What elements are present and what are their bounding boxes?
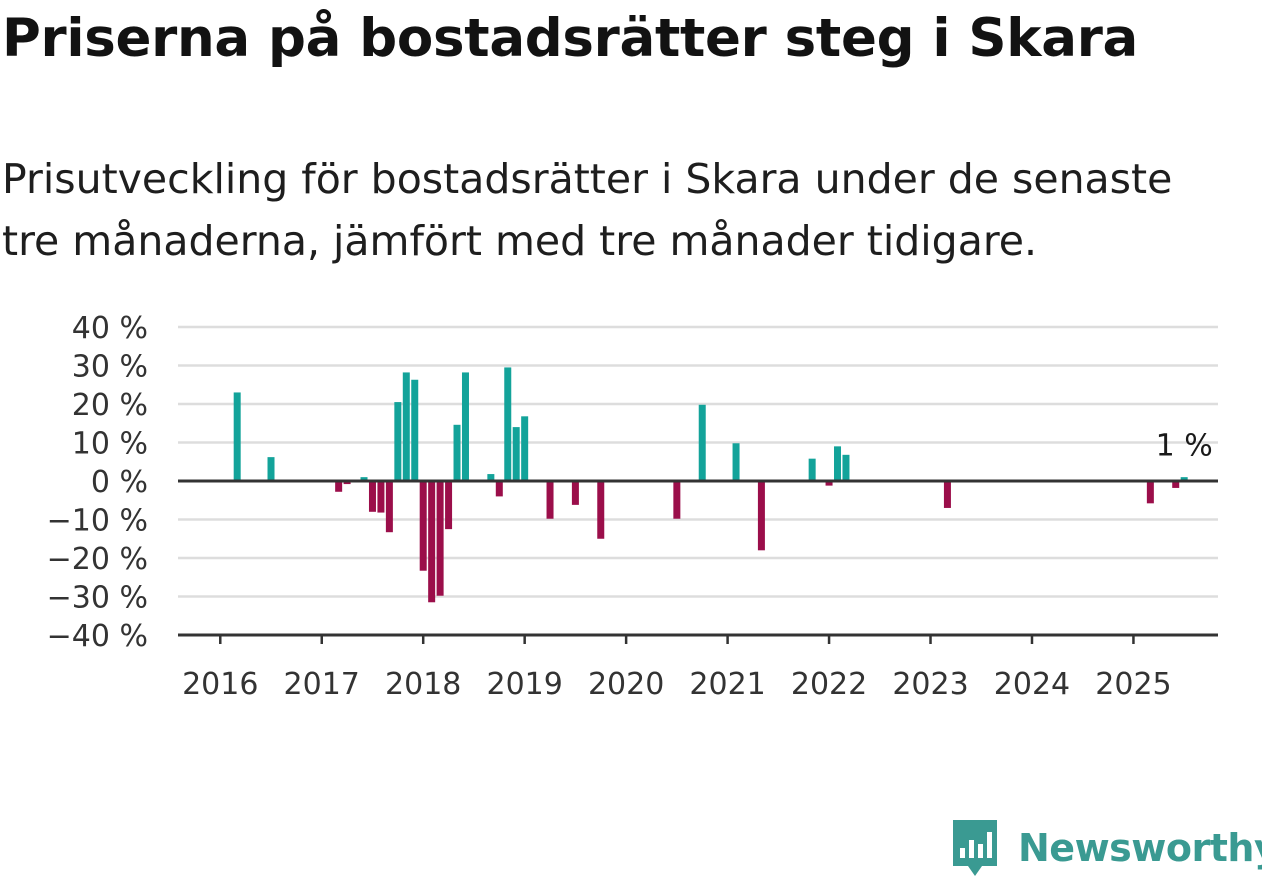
bar — [1172, 481, 1180, 488]
bar — [487, 474, 495, 481]
bar — [453, 424, 461, 481]
newsworthy-chart-icon — [953, 820, 997, 876]
bar — [377, 481, 385, 513]
y-tick-label: −20 % — [47, 542, 148, 577]
x-tick-label: 2021 — [689, 667, 765, 702]
y-tick-label: 20 % — [72, 388, 148, 423]
bar — [597, 481, 605, 539]
bar — [368, 481, 376, 512]
value-annotation: 1 % — [1156, 429, 1213, 464]
bar — [504, 367, 512, 481]
bar — [825, 481, 833, 486]
x-tick-label: 2020 — [588, 667, 664, 702]
newsworthy-logo: Newsworthy — [950, 818, 1262, 878]
x-tick-label: 2019 — [486, 667, 562, 702]
x-tick-label: 2025 — [1095, 667, 1171, 702]
bar — [343, 481, 351, 485]
bar — [757, 481, 765, 551]
y-tick-label: −10 % — [47, 504, 148, 539]
gridlines — [178, 325, 1218, 598]
bar — [732, 443, 740, 481]
x-tick-label: 2023 — [892, 667, 968, 702]
axes — [178, 479, 1218, 644]
bar — [943, 481, 951, 508]
bar — [445, 481, 453, 530]
bar-chart: 40 % 30 %20 % 10 %0 % −10 %−20 % −30 %−40 % 2… — [47, 311, 1218, 702]
brand-name: Newsworthy — [1018, 826, 1262, 870]
bar — [411, 379, 419, 481]
bar — [461, 372, 469, 481]
bar — [546, 481, 554, 519]
bar — [360, 477, 368, 481]
bar — [402, 372, 410, 481]
bar — [436, 481, 444, 596]
bar — [512, 427, 520, 481]
bar — [267, 457, 275, 481]
y-tick-label: −30 % — [47, 581, 148, 616]
bar — [385, 481, 393, 533]
bar — [698, 404, 706, 481]
chart-subtitle: Prisutveckling för bostadsrätter i Skara… — [2, 155, 1173, 265]
y-tick-label: −40 % — [47, 619, 148, 654]
labels: 40 % 30 %20 % 10 %0 % −10 %−20 % −30 %−40 % 2… — [47, 311, 1213, 702]
bar — [842, 454, 850, 481]
bar — [571, 481, 579, 505]
y-tick-label: 30 % — [72, 350, 148, 385]
bar — [428, 481, 436, 603]
y-tick-label: 10 % — [72, 427, 148, 462]
bar — [1180, 477, 1188, 481]
x-tick-label: 2016 — [182, 667, 258, 702]
bar — [335, 481, 343, 492]
x-tick-label: 2024 — [994, 667, 1070, 702]
bar — [419, 481, 427, 571]
bar — [673, 481, 681, 519]
chart-title: Priserna på bostadsrätter steg i Skara — [2, 8, 1138, 69]
bar — [521, 416, 529, 481]
bar — [1146, 481, 1154, 504]
y-tick-label: 40 % — [72, 311, 148, 346]
x-tick-label: 2022 — [791, 667, 867, 702]
bar — [233, 392, 241, 481]
x-tick-label: 2017 — [284, 667, 360, 702]
bar — [394, 402, 402, 481]
bar — [495, 481, 503, 497]
y-tick-label: 0 % — [91, 465, 148, 500]
bars — [233, 367, 1188, 603]
bar — [834, 446, 842, 481]
x-tick-label: 2018 — [385, 667, 461, 702]
bar — [808, 458, 816, 481]
